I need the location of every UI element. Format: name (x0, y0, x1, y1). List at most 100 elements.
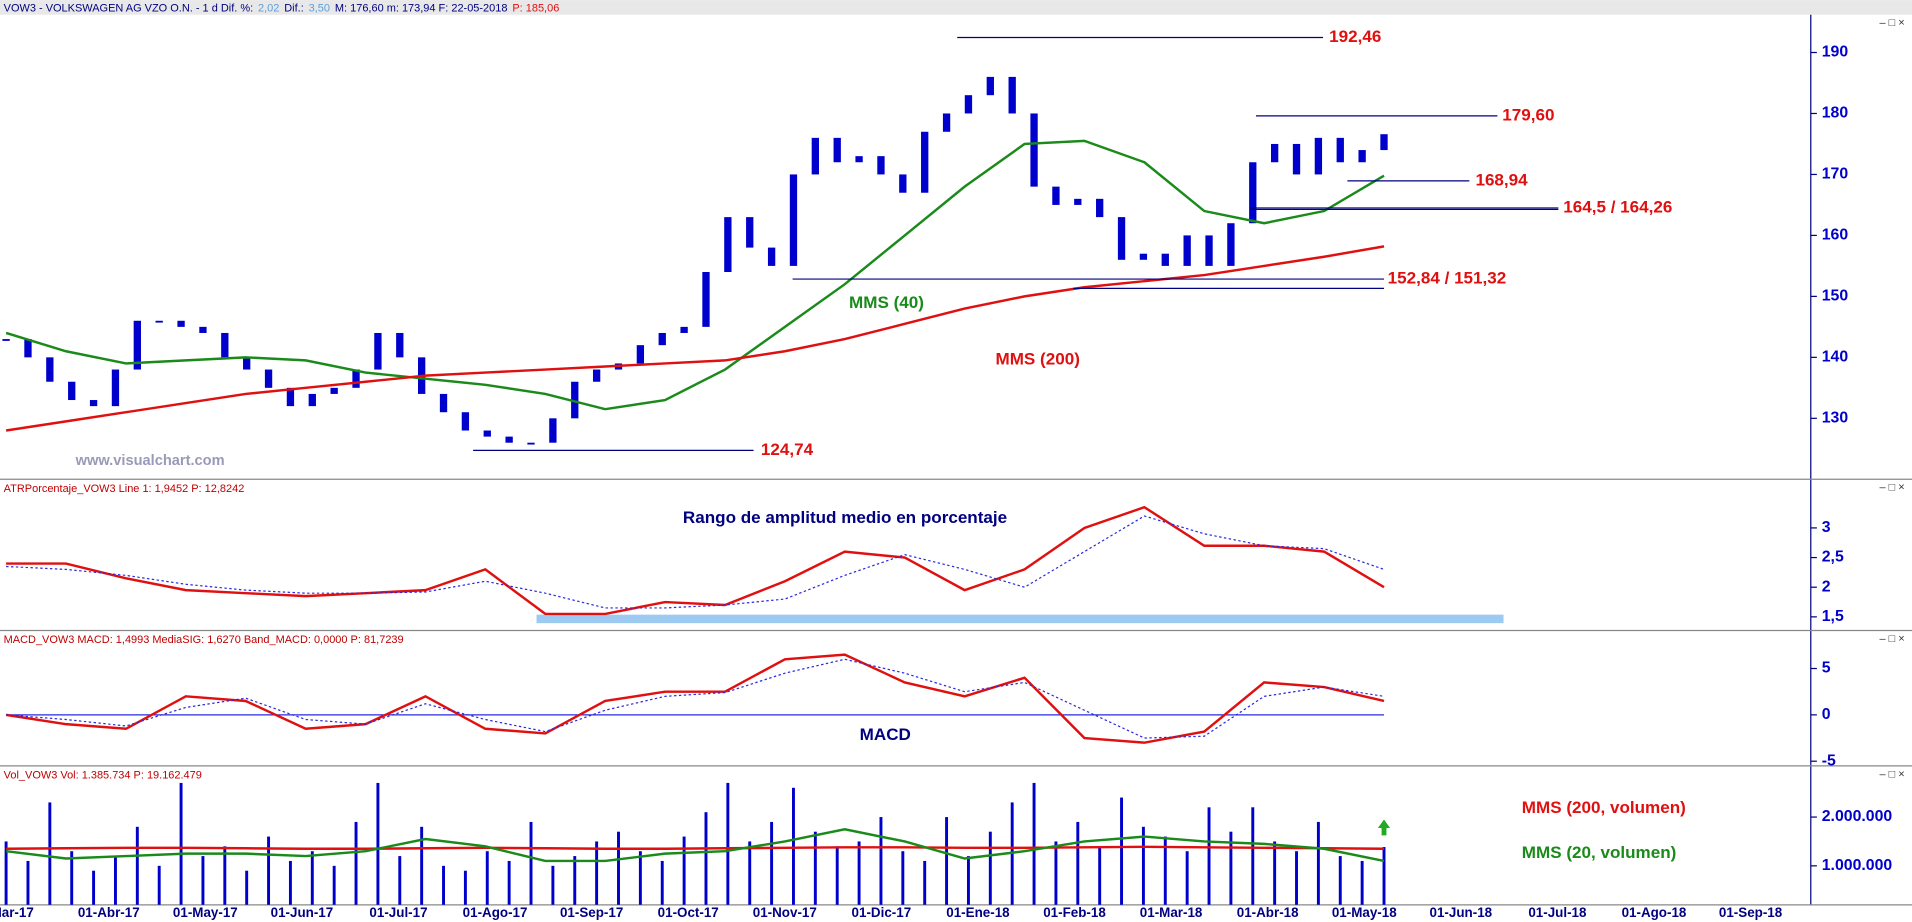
series-label: MMS (200, volumen) (1522, 798, 1686, 817)
candle (177, 320, 185, 327)
volume-bar (704, 812, 708, 905)
volume-bar (4, 841, 8, 905)
x-tick-label: 01-Nov-17 (753, 905, 817, 920)
candle (1249, 162, 1257, 224)
volume-bar (1273, 841, 1277, 905)
volume-bar (201, 856, 205, 905)
candle (702, 271, 710, 327)
volume-bar (1295, 851, 1298, 905)
y-tick-label: 1.000.000 (1822, 857, 1893, 874)
header-segment: 2,02 (258, 2, 279, 14)
candle (1117, 217, 1126, 260)
candle (199, 326, 207, 333)
volume-bar (726, 782, 730, 905)
volume-bar (1163, 836, 1167, 905)
volume-bar (1316, 821, 1320, 905)
candle (942, 113, 951, 132)
candle (571, 381, 579, 419)
y-tick-label: 5 (1822, 660, 1831, 677)
series-label: MMS (200) (996, 349, 1080, 368)
candle (592, 369, 601, 382)
candle (1336, 137, 1344, 163)
x-tick-label: 01-Sep-18 (1719, 905, 1783, 920)
candle (921, 131, 929, 193)
candle (461, 412, 470, 431)
candle (899, 174, 907, 193)
candle (155, 320, 163, 323)
x-tick-label: 01-Oct-17 (658, 905, 719, 920)
panel-title: ATRPorcentaje_VOW3 Line 1: 1,9452 P: 12,… (4, 483, 245, 495)
volume-bar (682, 836, 686, 905)
panel (6, 505, 1385, 616)
volume-bar (354, 821, 358, 905)
annotation: MACD (860, 725, 911, 744)
candle (243, 357, 251, 370)
volume-bar (507, 860, 511, 905)
level-label: 164,5 / 164,26 (1563, 197, 1672, 216)
volume-bar (463, 870, 467, 905)
level-label: 124,74 (761, 440, 814, 459)
candle (68, 381, 76, 401)
x-tick-label: 01-Jul-18 (1528, 905, 1587, 920)
y-tick-label: 150 (1822, 288, 1849, 305)
candle (1205, 235, 1213, 266)
volume-bar (1076, 821, 1080, 905)
volume-bar (442, 865, 445, 905)
volume-bar (267, 836, 271, 905)
level-label: 152,84 / 151,32 (1388, 269, 1507, 288)
candle (1227, 223, 1235, 266)
volume-bar (245, 870, 249, 905)
annotation: Rango de amplitud medio en porcentaje (683, 508, 1007, 527)
volume-bar (157, 865, 161, 905)
candle (1052, 186, 1060, 205)
y-tick-label: 140 (1822, 349, 1849, 366)
y-tick-label: 0 (1822, 706, 1831, 723)
candle (746, 217, 754, 248)
header-segment: Dif.: (284, 2, 304, 14)
candle (1161, 253, 1169, 266)
series-line (6, 515, 1385, 609)
volume-bar (748, 841, 752, 905)
series-line (5, 828, 1385, 863)
candle (789, 174, 798, 266)
series-line (5, 139, 1385, 411)
volume-bar (660, 860, 664, 905)
candle (111, 369, 120, 407)
volume-bar (288, 860, 292, 905)
candle (1096, 198, 1104, 218)
volume-bar (879, 817, 883, 905)
x-tick-label: Mar-17 (0, 905, 34, 920)
panel-title: MACD_VOW3 MACD: 1,4993 MediaSIG: 1,6270 … (4, 634, 404, 646)
volume-bar (70, 851, 74, 905)
candle (964, 95, 973, 114)
volume-bar (1229, 831, 1233, 905)
volume-bar (966, 856, 970, 905)
volume-bar (1032, 782, 1036, 905)
header-segment: VOW3 - VOLKSWAGEN AG VZO O.N. - 1 d Dif.… (4, 2, 254, 14)
y-tick-label: -5 (1822, 752, 1836, 769)
up-arrow (1377, 819, 1391, 836)
x-tick-label: 01-Sep-17 (560, 905, 623, 920)
x-tick-label: 01-Ago-18 (1622, 905, 1687, 920)
volume-bar (595, 841, 599, 905)
y-tick-label: 190 (1822, 44, 1849, 61)
level-label: 179,60 (1502, 105, 1554, 124)
volume-bar (26, 860, 30, 905)
candle (264, 369, 273, 388)
x-tick-label: 01-Feb-18 (1043, 905, 1106, 920)
candle (877, 156, 885, 175)
candle (811, 137, 820, 175)
candle (24, 339, 32, 358)
candle (1270, 143, 1279, 163)
candle (505, 436, 513, 443)
header: VOW3 - VOLKSWAGEN AG VZO O.N. - 1 d Dif.… (4, 2, 560, 14)
candle (286, 387, 295, 407)
y-tick-label: 1,5 (1822, 608, 1844, 625)
volume-bar (813, 831, 817, 905)
header-segment: 3,50 (309, 2, 330, 14)
volume-bar (135, 826, 139, 905)
x-tick-label: 01-May-18 (1332, 905, 1397, 920)
candle (1314, 137, 1323, 175)
header-segment: M: 176,60 m: 173,94 F: 22-05-2018 (335, 2, 508, 14)
